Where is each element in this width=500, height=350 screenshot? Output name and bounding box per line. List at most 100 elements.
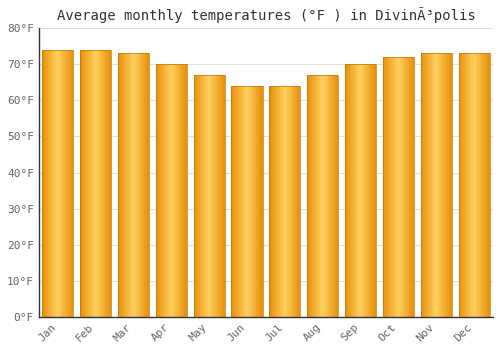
Bar [125, 54, 126, 317]
Bar [368, 64, 369, 317]
Bar [72, 50, 74, 317]
Bar [474, 54, 475, 317]
Bar [400, 57, 402, 317]
Bar [298, 86, 299, 317]
Bar [146, 54, 148, 317]
Bar [290, 86, 291, 317]
Bar [138, 54, 139, 317]
Bar [237, 86, 238, 317]
Bar [83, 50, 84, 317]
Bar [196, 75, 198, 317]
Bar [358, 64, 359, 317]
Bar [80, 50, 81, 317]
Bar [374, 64, 376, 317]
Bar [107, 50, 108, 317]
Bar [468, 54, 469, 317]
Bar [394, 57, 396, 317]
Bar [217, 75, 218, 317]
Bar [273, 86, 274, 317]
Bar [413, 57, 414, 317]
Bar [60, 50, 61, 317]
Bar [48, 50, 49, 317]
Bar [399, 57, 400, 317]
Bar [284, 86, 285, 317]
Bar [438, 54, 440, 317]
Bar [97, 50, 98, 317]
Bar [156, 64, 158, 317]
Bar [221, 75, 222, 317]
Bar [274, 86, 275, 317]
Bar [383, 57, 414, 317]
Bar [440, 54, 441, 317]
Bar [70, 50, 71, 317]
Bar [108, 50, 109, 317]
Bar [475, 54, 476, 317]
Bar [479, 54, 480, 317]
Bar [291, 86, 292, 317]
Bar [82, 50, 83, 317]
Bar [328, 75, 329, 317]
Bar [207, 75, 208, 317]
Bar [445, 54, 446, 317]
Bar [118, 54, 149, 317]
Bar [488, 54, 489, 317]
Bar [218, 75, 219, 317]
Bar [260, 86, 261, 317]
Bar [296, 86, 298, 317]
Bar [365, 64, 366, 317]
Bar [458, 54, 490, 317]
Bar [141, 54, 142, 317]
Bar [355, 64, 356, 317]
Bar [389, 57, 390, 317]
Bar [92, 50, 94, 317]
Bar [272, 86, 273, 317]
Bar [166, 64, 168, 317]
Bar [104, 50, 105, 317]
Bar [212, 75, 213, 317]
Bar [285, 86, 286, 317]
Bar [87, 50, 88, 317]
Bar [122, 54, 124, 317]
Bar [176, 64, 178, 317]
Bar [316, 75, 318, 317]
Bar [68, 50, 70, 317]
Bar [261, 86, 262, 317]
Bar [62, 50, 63, 317]
Bar [444, 54, 445, 317]
Bar [366, 64, 367, 317]
Bar [172, 64, 173, 317]
Bar [84, 50, 86, 317]
Bar [451, 54, 452, 317]
Bar [471, 54, 472, 317]
Bar [180, 64, 182, 317]
Bar [50, 50, 51, 317]
Bar [131, 54, 132, 317]
Bar [250, 86, 251, 317]
Bar [106, 50, 107, 317]
Bar [121, 54, 122, 317]
Bar [307, 75, 338, 317]
Bar [232, 86, 262, 317]
Bar [412, 57, 413, 317]
Bar [329, 75, 330, 317]
Bar [258, 86, 260, 317]
Bar [52, 50, 53, 317]
Bar [430, 54, 431, 317]
Bar [393, 57, 394, 317]
Bar [314, 75, 315, 317]
Bar [67, 50, 68, 317]
Bar [120, 54, 121, 317]
Bar [350, 64, 352, 317]
Bar [210, 75, 212, 317]
Bar [57, 50, 58, 317]
Bar [139, 54, 140, 317]
Bar [243, 86, 244, 317]
Bar [162, 64, 163, 317]
Bar [447, 54, 448, 317]
Bar [384, 57, 385, 317]
Bar [241, 86, 242, 317]
Bar [136, 54, 138, 317]
Bar [348, 64, 349, 317]
Bar [390, 57, 392, 317]
Bar [163, 64, 164, 317]
